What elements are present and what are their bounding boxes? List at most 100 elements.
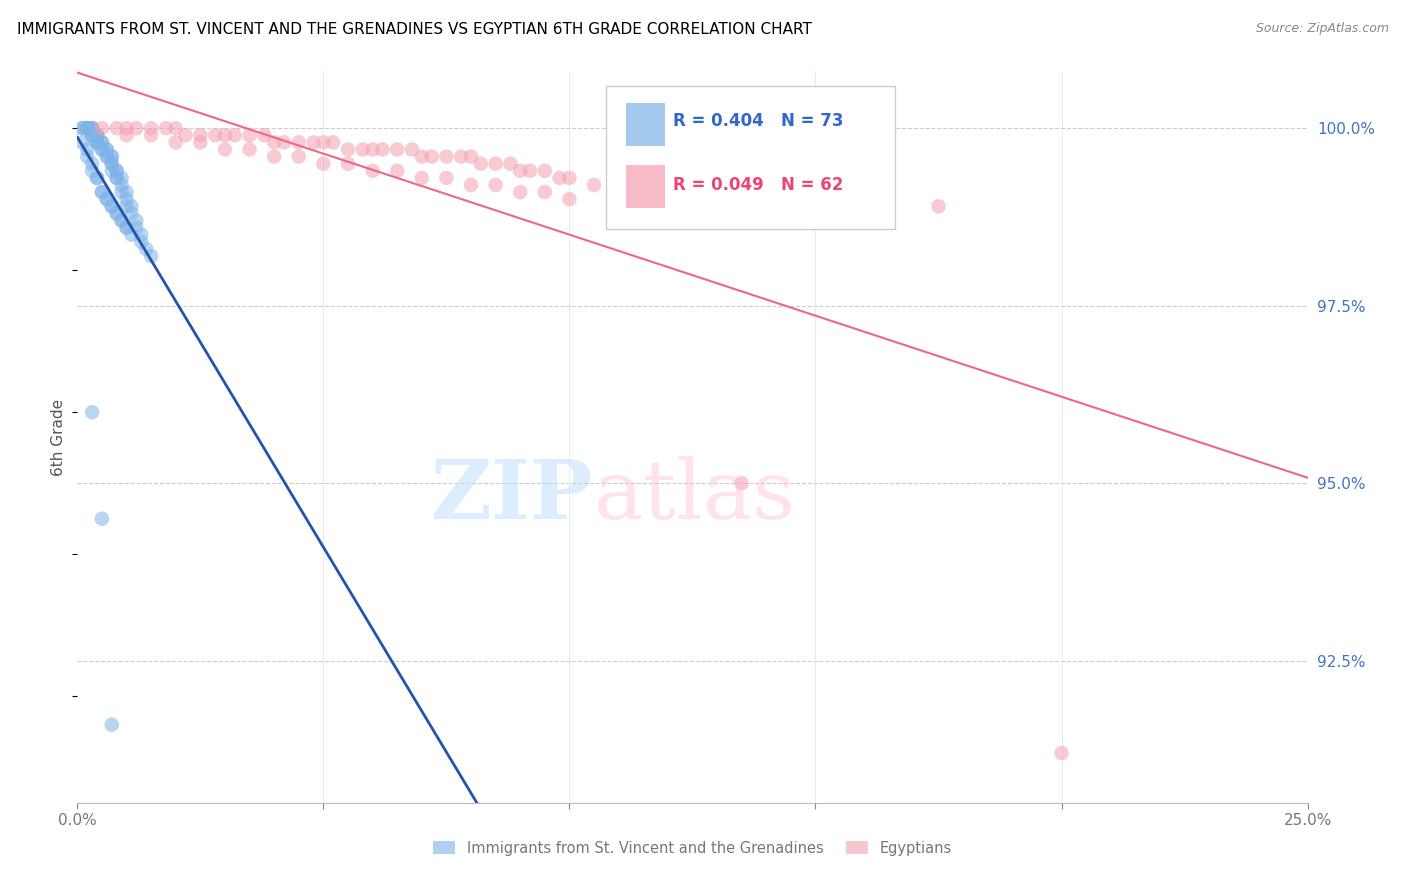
- Point: [188, 136, 212, 150]
- Point: [82, 128, 104, 143]
- Point: [460, 178, 482, 192]
- Point: [111, 185, 132, 199]
- Point: [385, 163, 409, 178]
- Point: [1050, 746, 1073, 760]
- Point: [141, 128, 163, 143]
- Point: [302, 136, 325, 150]
- Legend: Immigrants from St. Vincent and the Grenadines, Egyptians: Immigrants from St. Vincent and the Gren…: [427, 835, 957, 862]
- Point: [288, 136, 311, 150]
- Point: [111, 170, 132, 185]
- Point: [76, 121, 98, 136]
- Y-axis label: 6th Grade: 6th Grade: [51, 399, 66, 475]
- Point: [436, 150, 458, 164]
- Point: [731, 476, 754, 491]
- Point: [90, 136, 114, 150]
- Point: [214, 143, 236, 157]
- Point: [86, 128, 108, 143]
- Text: R = 0.049   N = 62: R = 0.049 N = 62: [673, 176, 844, 194]
- Point: [312, 156, 335, 170]
- Point: [82, 128, 104, 143]
- Point: [312, 136, 335, 150]
- FancyBboxPatch shape: [626, 165, 665, 208]
- Point: [101, 199, 124, 213]
- Point: [101, 150, 124, 164]
- Point: [125, 220, 148, 235]
- Point: [174, 128, 197, 143]
- Point: [115, 185, 138, 199]
- Point: [224, 128, 246, 143]
- Point: [129, 227, 153, 242]
- Point: [101, 163, 124, 178]
- Point: [165, 136, 187, 150]
- Point: [101, 717, 124, 731]
- Point: [470, 156, 492, 170]
- Point: [86, 170, 108, 185]
- Point: [82, 405, 104, 419]
- Point: [90, 143, 114, 157]
- Point: [82, 121, 104, 136]
- Point: [129, 235, 153, 249]
- Point: [90, 185, 114, 199]
- Point: [411, 170, 433, 185]
- Point: [90, 143, 114, 157]
- Point: [86, 128, 108, 143]
- Point: [121, 206, 143, 220]
- Point: [263, 150, 285, 164]
- Point: [214, 128, 236, 143]
- Point: [499, 156, 522, 170]
- Point: [86, 136, 108, 150]
- Point: [105, 121, 128, 136]
- Point: [101, 156, 124, 170]
- Point: [111, 213, 132, 227]
- Point: [115, 220, 138, 235]
- Point: [105, 170, 128, 185]
- Point: [76, 121, 98, 136]
- Point: [155, 121, 177, 136]
- Point: [263, 136, 285, 150]
- Point: [105, 163, 128, 178]
- Point: [583, 178, 606, 192]
- Point: [101, 150, 124, 164]
- Point: [105, 163, 128, 178]
- Point: [125, 121, 148, 136]
- Point: [82, 121, 104, 136]
- FancyBboxPatch shape: [606, 86, 896, 228]
- Point: [70, 121, 93, 136]
- Point: [371, 143, 394, 157]
- Point: [105, 206, 128, 220]
- Point: [90, 185, 114, 199]
- Point: [253, 128, 276, 143]
- Point: [115, 121, 138, 136]
- Point: [111, 178, 132, 192]
- Point: [121, 227, 143, 242]
- Point: [204, 128, 226, 143]
- Point: [86, 170, 108, 185]
- Point: [548, 170, 571, 185]
- Point: [101, 156, 124, 170]
- Point: [96, 192, 118, 206]
- Point: [337, 143, 360, 157]
- Point: [436, 170, 458, 185]
- Point: [76, 150, 98, 164]
- Point: [509, 185, 531, 199]
- Point: [485, 156, 508, 170]
- Point: [165, 121, 187, 136]
- Point: [450, 150, 472, 164]
- Point: [105, 170, 128, 185]
- Point: [111, 213, 132, 227]
- Point: [288, 150, 311, 164]
- Point: [115, 199, 138, 213]
- Point: [101, 199, 124, 213]
- Point: [82, 163, 104, 178]
- Point: [115, 128, 138, 143]
- Point: [322, 136, 344, 150]
- Point: [337, 156, 360, 170]
- Text: Source: ZipAtlas.com: Source: ZipAtlas.com: [1256, 22, 1389, 36]
- Point: [76, 121, 98, 136]
- Point: [82, 156, 104, 170]
- Point: [86, 136, 108, 150]
- Point: [460, 150, 482, 164]
- Point: [76, 121, 98, 136]
- Point: [928, 199, 950, 213]
- Point: [82, 121, 104, 136]
